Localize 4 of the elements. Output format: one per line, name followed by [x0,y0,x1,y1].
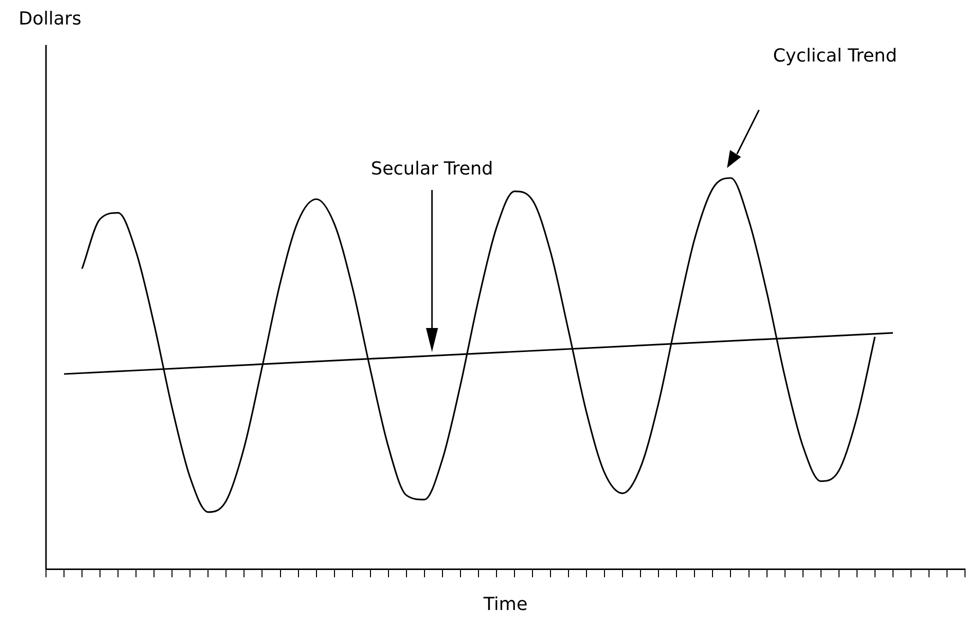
text: Cyclical Trend [772,46,898,67]
annotation: Secular Trend [370,158,494,180]
x-axis-title: Time [482,594,528,615]
text: Dollars [18,8,82,30]
